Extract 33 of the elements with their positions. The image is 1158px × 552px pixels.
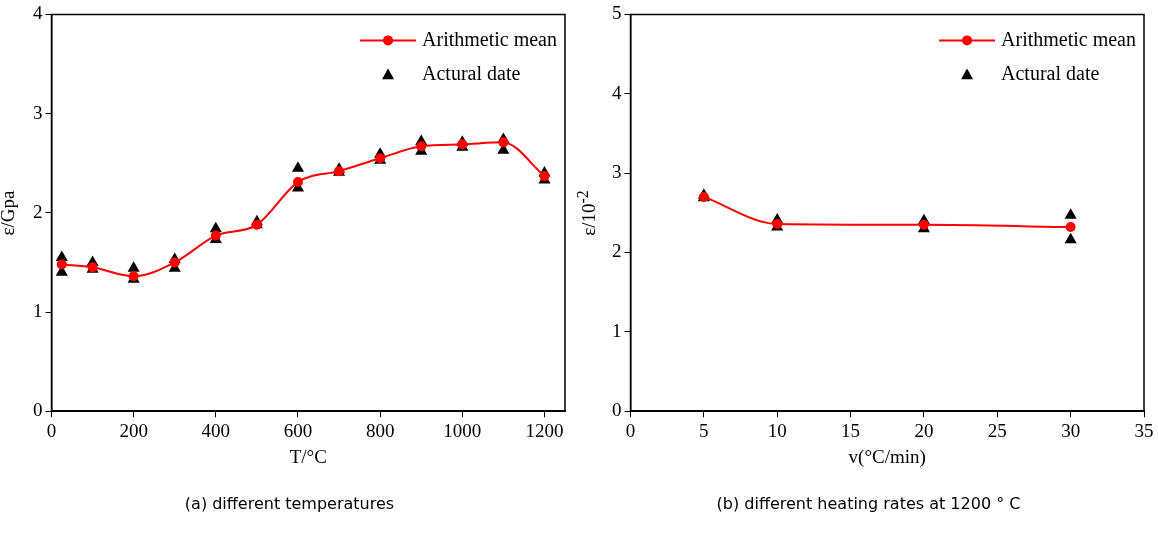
text: (b) different heating rates at 1200 ° C <box>715 494 1022 513</box>
x-tick-label: 200 <box>119 419 148 441</box>
text: (a) different temperatures <box>183 494 396 513</box>
x-tick-label: 400 <box>201 419 231 441</box>
x-tick-label: 1000 <box>443 419 482 441</box>
x-tick-label: 5 <box>699 419 709 441</box>
x-tick-label: 1200 <box>525 419 564 441</box>
y-tick-label: 1 <box>612 319 622 341</box>
x-tick-label: 800 <box>365 419 395 441</box>
x-axis-title: T/°C <box>289 445 327 470</box>
x-tick-label: 600 <box>283 419 313 441</box>
y-axis-title: ε/Gpa <box>0 189 19 238</box>
y-tick-label: 4 <box>612 81 622 103</box>
legend-label: Actural date <box>422 61 521 84</box>
legend-label: Arithmetic mean <box>422 27 557 50</box>
y-tick-label: 2 <box>33 200 43 222</box>
y-tick-label: 0 <box>612 399 622 421</box>
y-tick-label: 5 <box>612 2 622 24</box>
y-tick-label: 1 <box>33 299 43 321</box>
y-tick-label: 0 <box>33 399 43 421</box>
x-tick-label: 15 <box>841 419 861 441</box>
legend-label: Arithmetic mean <box>1001 27 1136 50</box>
x-tick-label: 20 <box>914 419 934 441</box>
y-tick-label: 2 <box>612 240 622 262</box>
x-axis-title: v(°C/min) <box>848 445 926 470</box>
x-tick-label: 25 <box>987 419 1007 441</box>
legend-label: Actural date <box>1001 61 1100 84</box>
x-tick-label: 35 <box>1134 419 1154 441</box>
y-tick-label: 3 <box>33 101 43 123</box>
x-tick-label: 30 <box>1061 419 1081 441</box>
x-tick-label: 10 <box>767 419 787 441</box>
y-tick-label: 3 <box>612 161 622 183</box>
y-tick-label: 4 <box>33 2 43 24</box>
